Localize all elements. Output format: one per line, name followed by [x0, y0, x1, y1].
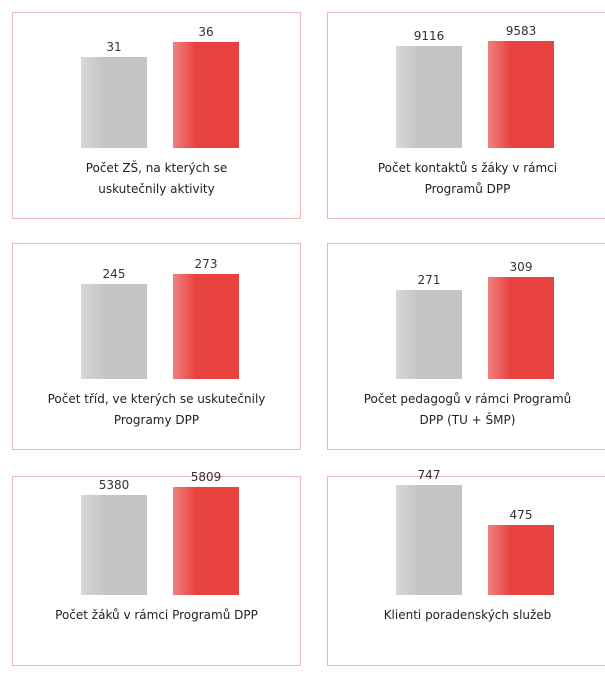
chart-caption: Počet žáků v rámci Programů DPP — [55, 608, 258, 622]
chart-panel: 245 273 Počet tříd, ve kterých se uskutečn… — [12, 243, 301, 450]
value-label: 747 — [417, 467, 441, 482]
bar — [81, 284, 147, 379]
chart-panel: 9116 9583 Počet kontaktů s žáky v rámci Pr… — [327, 12, 605, 219]
chart-caption: Počet ZŠ, na kterých se uskutečnily akti… — [85, 161, 228, 196]
chart-caption: Počet kontaktů s žáky v rámci Programů D… — [377, 161, 558, 196]
chart-caption: Klienti poradenských služeb — [383, 608, 552, 622]
value-label: 475 — [509, 508, 533, 522]
bar — [173, 41, 239, 148]
bar — [81, 494, 147, 595]
value-label: 5809 — [190, 469, 222, 484]
value-label: 36 — [198, 24, 214, 39]
chart-panel: 271 309 Počet pedagogů v rámci Programů DP… — [327, 243, 605, 450]
value-label: 273 — [194, 256, 218, 271]
bar — [396, 289, 462, 379]
value-label: 31 — [106, 39, 122, 54]
chart-panel: 747 475 Klienti poradenských služeb — [327, 468, 605, 666]
bar — [81, 56, 147, 148]
bar — [173, 273, 239, 379]
bar — [488, 525, 554, 595]
chart-panel: 31 36 Počet ZŠ, na kterých se uskutečnily … — [12, 12, 301, 219]
bar — [488, 277, 554, 379]
bar — [173, 486, 239, 595]
chart-caption: Počet pedagogů v rámci Programů DPP (TU … — [363, 392, 572, 427]
value-label: 9116 — [413, 28, 445, 43]
chart-caption: Počet tříd, ve kterých se uskutečnily Pr… — [47, 392, 266, 427]
bar — [396, 484, 462, 595]
value-label: 9583 — [505, 23, 537, 38]
value-label: 5380 — [98, 477, 130, 492]
bar — [396, 45, 462, 148]
chart-panel: 5380 5809 Počet žáků v rámci Programů DPP — [12, 470, 301, 666]
value-label: 245 — [102, 267, 126, 282]
value-label: 271 — [417, 272, 441, 287]
value-label: 309 — [509, 260, 533, 275]
bar — [488, 40, 554, 148]
